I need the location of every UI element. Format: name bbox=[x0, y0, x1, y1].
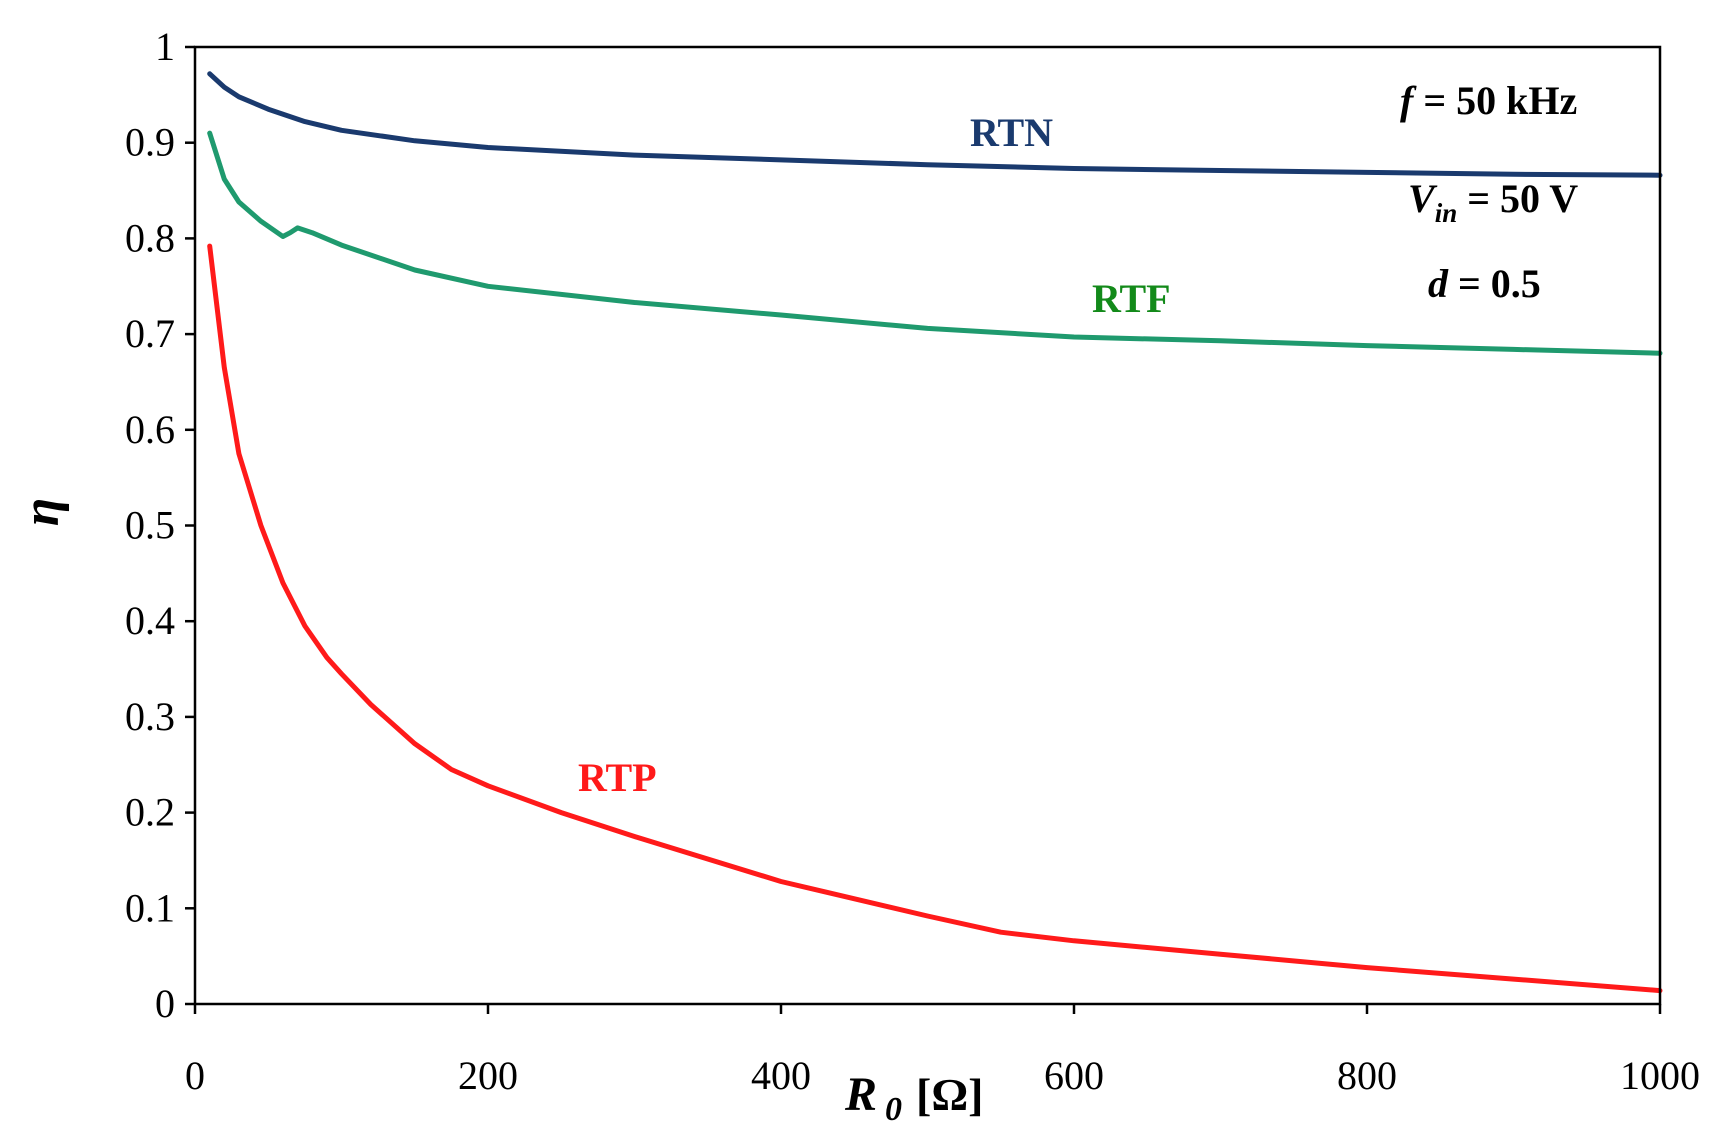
y-tick-label: 0.6 bbox=[125, 407, 175, 452]
x-tick-label: 200 bbox=[458, 1053, 518, 1098]
y-tick-label: 0.8 bbox=[125, 215, 175, 260]
x-axis-title-subscript: 0 bbox=[885, 1091, 902, 1128]
y-tick-label: 0.5 bbox=[125, 503, 175, 548]
series-label-rtn: RTN bbox=[970, 110, 1053, 155]
annotation-frequency: f = 50 kHz bbox=[1400, 78, 1577, 123]
y-tick-label: 0.4 bbox=[125, 598, 175, 643]
x-axis-title-unit: [Ω] bbox=[916, 1069, 983, 1120]
x-tick-label: 600 bbox=[1044, 1053, 1104, 1098]
annotation-voltage-value: = 50 V bbox=[1457, 176, 1578, 221]
annotation-input-voltage: Vin = 50 V bbox=[1408, 176, 1578, 228]
annotation-duty-cycle: d = 0.5 bbox=[1428, 261, 1541, 306]
y-tick-label: 0.3 bbox=[125, 694, 175, 739]
y-tick-label: 0 bbox=[155, 981, 175, 1026]
series-line-rtn bbox=[207, 71, 1663, 178]
x-axis-title-symbol: R bbox=[844, 1068, 877, 1121]
annotation-duty-value: = 0.5 bbox=[1448, 261, 1541, 306]
annotation-voltage-var: V bbox=[1408, 176, 1438, 221]
y-tick-label: 0.2 bbox=[125, 790, 175, 835]
y-tick-label: 0.9 bbox=[125, 120, 175, 165]
y-axis-ticks bbox=[185, 45, 195, 1006]
series-label-rtp: RTP bbox=[578, 755, 657, 800]
series-label-rtf: RTF bbox=[1092, 276, 1171, 321]
annotation-frequency-var: f bbox=[1400, 78, 1417, 123]
series-line-rtf bbox=[207, 130, 1663, 356]
y-tick-label: 0.1 bbox=[125, 885, 175, 930]
annotation-voltage-sub: in bbox=[1435, 198, 1458, 228]
x-axis-tick-labels: 0 200 400 600 800 1000 bbox=[185, 1053, 1700, 1098]
x-tick-label: 400 bbox=[751, 1053, 811, 1098]
x-axis-title: R 0 [Ω] bbox=[844, 1068, 984, 1128]
x-tick-label: 1000 bbox=[1620, 1053, 1700, 1098]
x-axis-ticks bbox=[193, 1004, 1662, 1014]
annotation-frequency-value: = 50 kHz bbox=[1413, 78, 1577, 123]
annotation-duty-var: d bbox=[1428, 261, 1449, 306]
series-lines bbox=[207, 71, 1663, 994]
plot-frame bbox=[193, 45, 1662, 1006]
x-tick-label: 0 bbox=[185, 1053, 205, 1098]
y-tick-label: 1 bbox=[155, 24, 175, 69]
series-line-rtp bbox=[207, 243, 1663, 994]
y-axis-tick-labels: 0 0.1 0.2 0.3 0.4 0.5 0.6 0.7 0.8 0.9 1 bbox=[125, 24, 175, 1026]
y-tick-label: 0.7 bbox=[125, 311, 175, 356]
y-axis-title: η bbox=[13, 498, 70, 527]
x-tick-label: 800 bbox=[1337, 1053, 1397, 1098]
